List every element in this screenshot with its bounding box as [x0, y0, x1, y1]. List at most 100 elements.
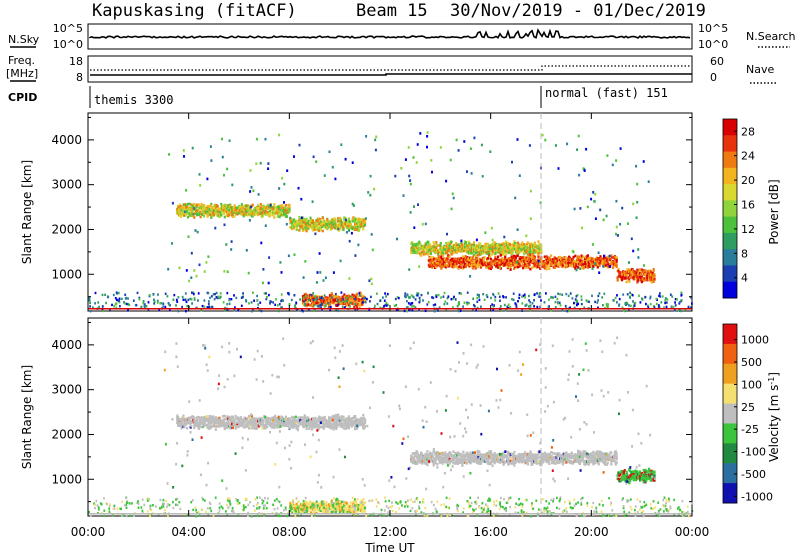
scatter-cell [598, 264, 601, 267]
scatter-cell [512, 247, 515, 251]
scatter-cell [252, 213, 255, 217]
scatter-cell [449, 245, 452, 249]
scatter-cell [537, 252, 540, 255]
scatter-cell [552, 261, 555, 264]
scatter-cell [431, 170, 433, 174]
scatter-cell [240, 203, 243, 206]
scatter-cell [674, 298, 677, 301]
scatter-cell [591, 267, 594, 270]
scatter-cell [257, 303, 260, 306]
scatter-cell [427, 253, 430, 256]
scatter-cell [233, 294, 235, 297]
scatter-cell [536, 259, 539, 262]
scatter-cell [455, 243, 458, 247]
scatter-cell [289, 226, 292, 229]
colorbar-tick-label: 12 [741, 223, 755, 236]
scatter-cell [185, 269, 188, 272]
scatter-cell [201, 304, 204, 308]
scatter-cell [181, 212, 184, 215]
scatter-cell [496, 261, 499, 265]
scatter-cell [344, 300, 347, 303]
scatter-cell [332, 298, 335, 302]
scatter-cell [439, 260, 442, 264]
scatter-cell [457, 301, 460, 304]
scatter-cell [267, 167, 270, 170]
scatter-cell [323, 174, 326, 177]
scatter-cell [255, 422, 258, 425]
scatter-cell [494, 299, 497, 302]
scatter-cell [637, 256, 640, 259]
scatter-cell [197, 292, 200, 295]
scatter-cell [294, 305, 297, 308]
colorbar-tick-label: 16 [741, 199, 755, 212]
nsky-trace [89, 28, 691, 39]
scatter-cell [632, 300, 634, 303]
scatter-cell [438, 249, 441, 252]
scatter-cell [212, 293, 215, 296]
scatter-cell [522, 294, 525, 298]
scatter-cell [152, 293, 155, 296]
scatter-cell [190, 276, 193, 279]
scatter-cell [265, 422, 268, 425]
scatter-cell [178, 209, 181, 212]
scatter-cell [357, 229, 360, 232]
scatter-cell [208, 427, 211, 430]
scatter-cell [648, 277, 651, 281]
scatter-cell [615, 260, 618, 263]
scatter-cell [514, 302, 517, 305]
scatter-cell [341, 300, 344, 303]
scatter-cell [298, 143, 301, 147]
scatter-cell [482, 263, 485, 266]
scatter-cell [299, 298, 301, 301]
scatter-cell [321, 309, 323, 312]
scatter-cell [279, 261, 282, 264]
scatter-cell [192, 292, 195, 296]
scatter-cell [560, 261, 563, 265]
scatter-cell [606, 305, 608, 308]
scatter-cell [231, 416, 234, 420]
scatter-cell [189, 212, 192, 215]
scatter-cell [337, 309, 340, 313]
scatter-cell [335, 301, 338, 305]
scatter-cell [281, 306, 283, 309]
scatter-cell [658, 294, 660, 297]
scatter-cell [565, 292, 568, 296]
scatter-cell [350, 225, 353, 228]
scatter-cell [429, 243, 432, 246]
scatter-cell [211, 305, 214, 309]
y-tick-label: 2000 [51, 222, 82, 236]
scatter-cell [590, 261, 593, 265]
scatter-cell [453, 251, 456, 254]
scatter-cell [639, 269, 642, 272]
scatter-cell [450, 298, 453, 301]
scatter-cell [205, 415, 208, 418]
scatter-cell [279, 209, 282, 212]
scatter-cell [330, 296, 333, 299]
scatter-cell [415, 294, 418, 297]
scatter-cell [292, 426, 296, 429]
scatter-cell [572, 255, 575, 259]
scatter-cell [568, 309, 570, 313]
scatter-cell [435, 261, 438, 265]
scatter-cell [212, 213, 216, 216]
scatter-cell [664, 301, 667, 305]
scatter-cell [557, 167, 560, 170]
scatter-cell [285, 222, 288, 226]
scatter-cell [513, 254, 516, 258]
scatter-cell [516, 241, 519, 245]
scatter-cell [598, 292, 601, 295]
scatter-cell [259, 207, 262, 211]
scatter-cell [419, 242, 422, 246]
scatter-cell [423, 248, 426, 251]
scatter-cell [298, 216, 301, 219]
scatter-cell [267, 162, 270, 165]
scatter-cell [325, 223, 328, 226]
scatter-cell [188, 422, 191, 425]
scatter-cell [245, 204, 248, 207]
scatter-cell [571, 257, 574, 261]
scatter-cell [638, 294, 640, 297]
scatter-cell [290, 220, 293, 223]
scatter-cell [288, 426, 291, 429]
scatter-cell [575, 264, 578, 268]
scatter-cell [356, 303, 359, 306]
